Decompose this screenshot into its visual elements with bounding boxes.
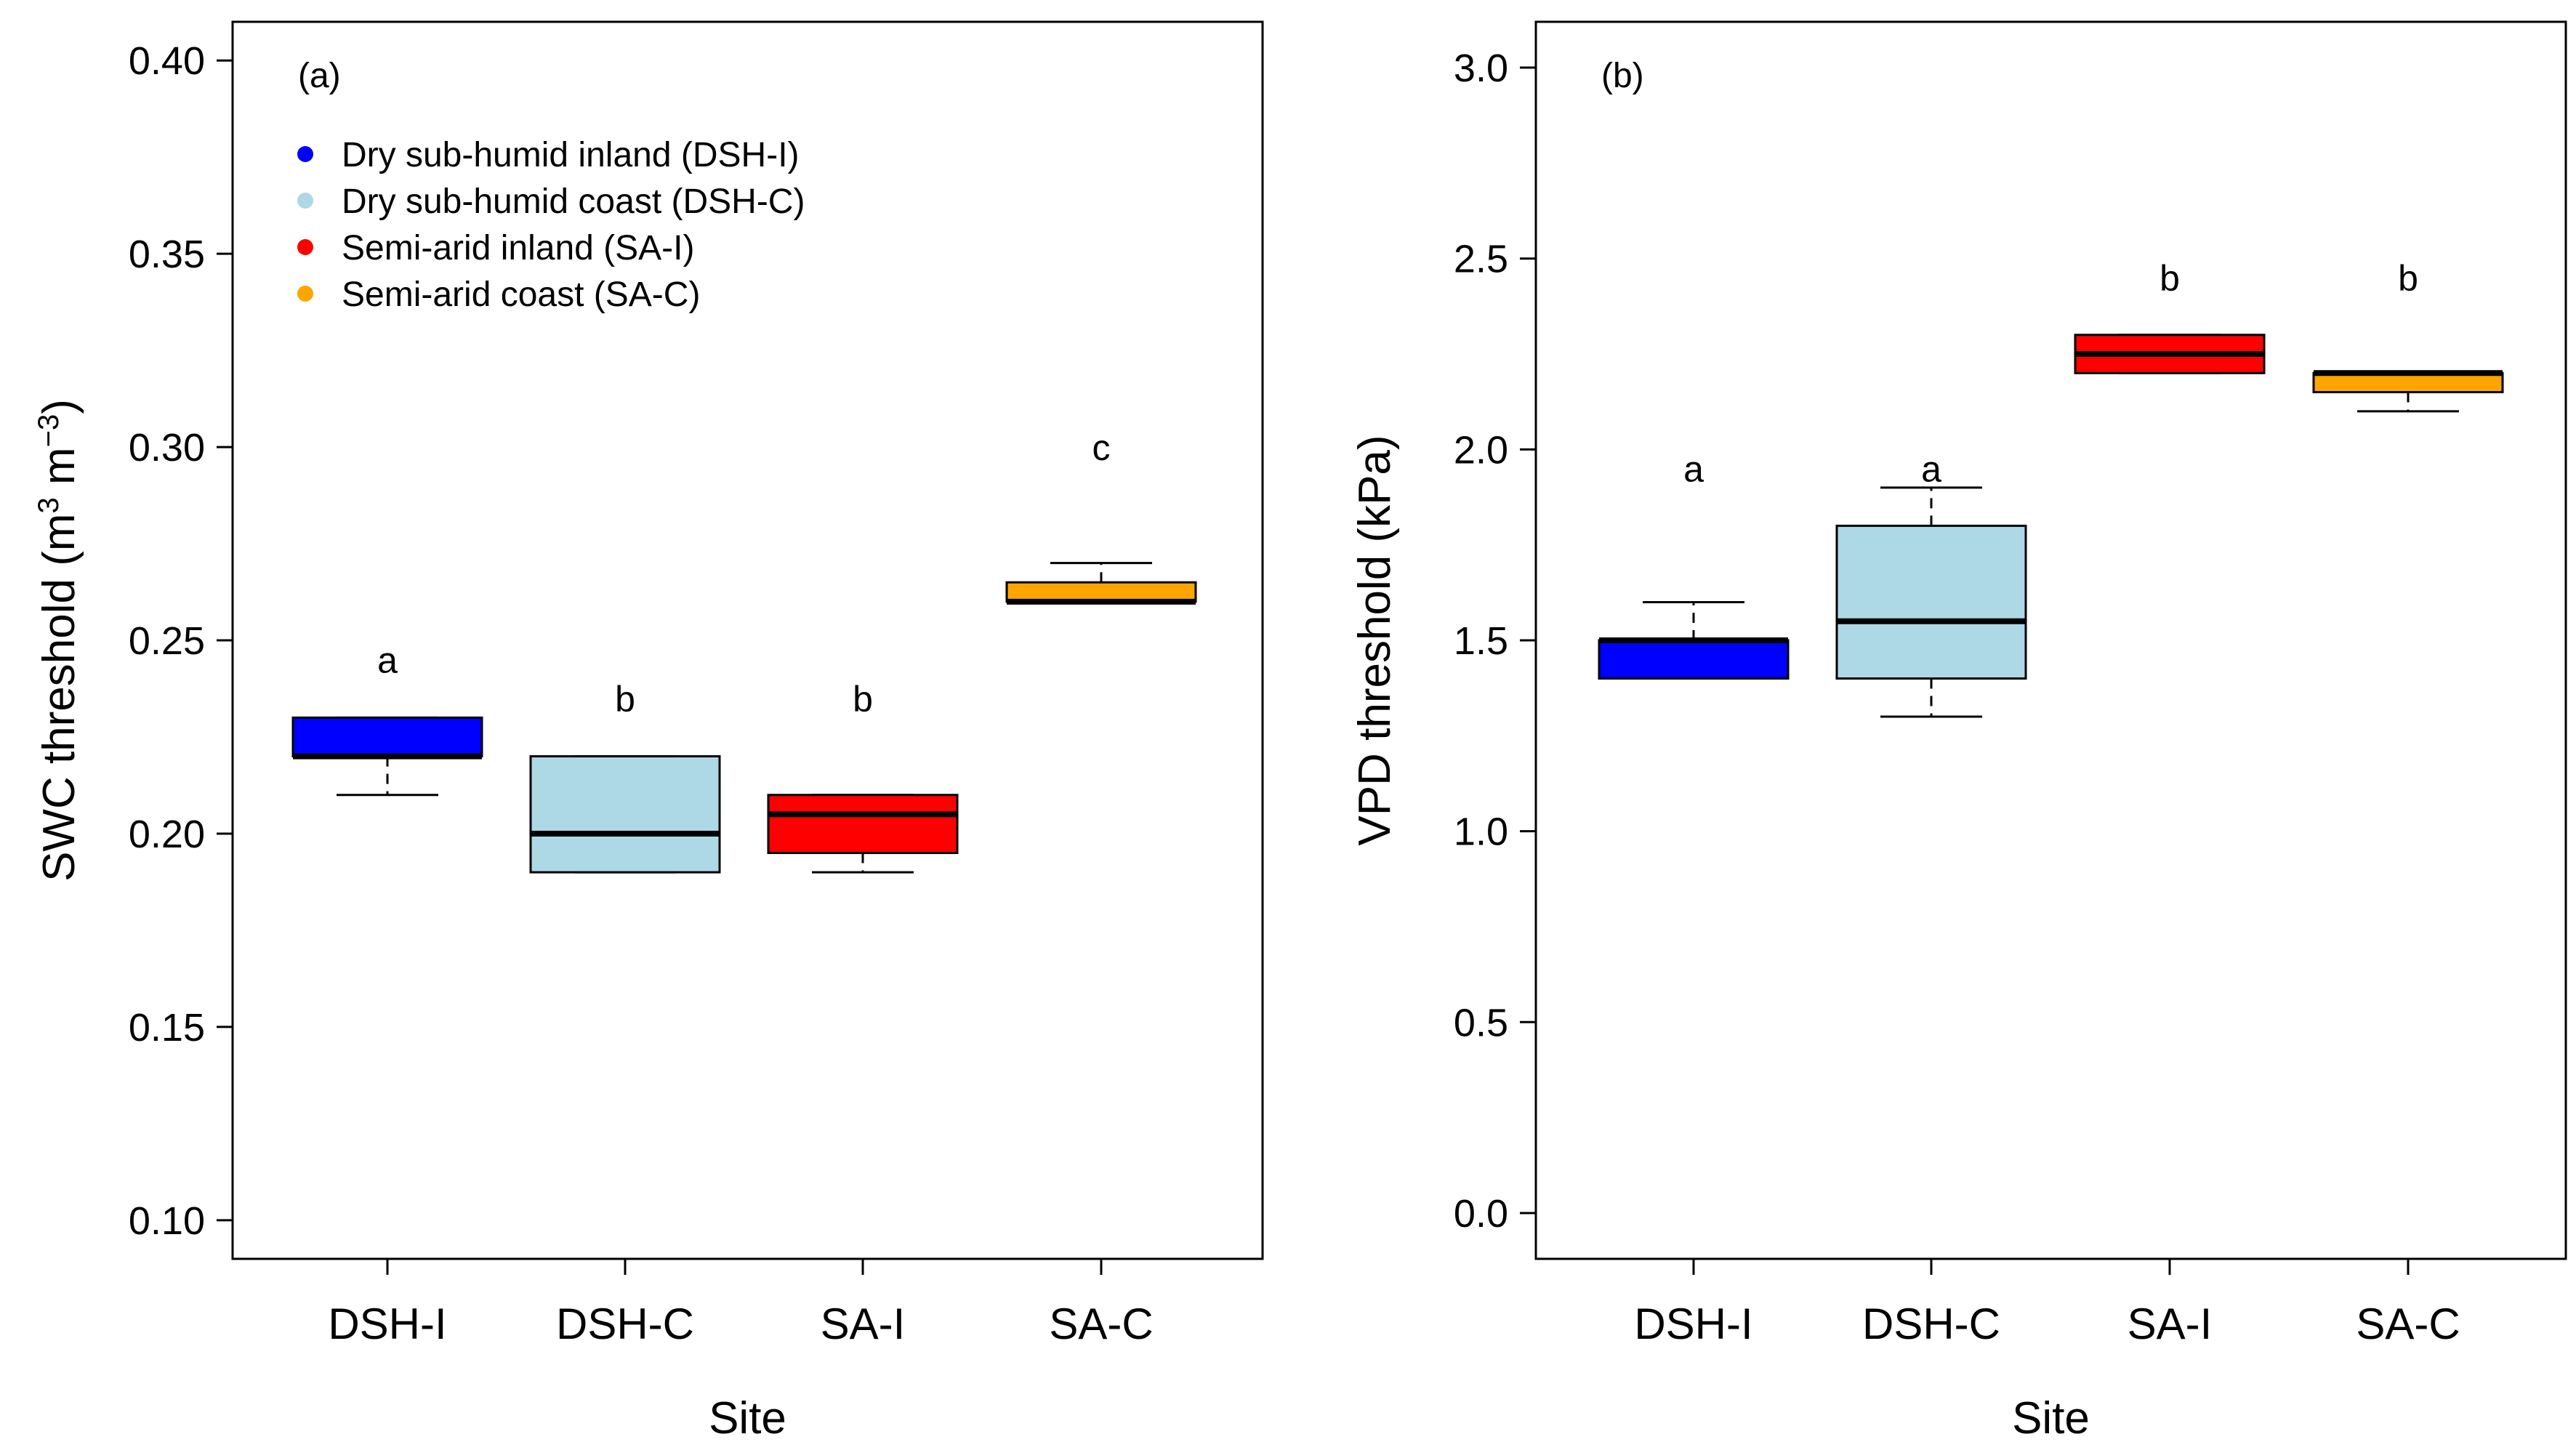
legend-label: Semi-arid inland (SA-I) xyxy=(342,229,694,267)
x-category-label: DSH-I xyxy=(328,1300,446,1348)
legend-label: Dry sub-humid inland (DSH-I) xyxy=(342,136,800,174)
legend-marker xyxy=(297,239,313,255)
legend-marker xyxy=(297,193,313,209)
box-body xyxy=(291,716,483,758)
panel-label: (a) xyxy=(298,57,341,95)
legend: Dry sub-humid inland (DSH-I) Dry sub-humi… xyxy=(297,136,805,314)
x-category-label: DSH-I xyxy=(1634,1300,1752,1348)
x-category-label: DSH-C xyxy=(556,1300,694,1348)
box-sa-i: b xyxy=(2074,258,2266,374)
y-tick-label: 1.0 xyxy=(1454,810,1508,854)
y-tick-label: 0.35 xyxy=(129,233,205,276)
x-category-label: SA-C xyxy=(1049,1300,1153,1348)
significance-letter: b xyxy=(2160,258,2180,299)
legend-label: Semi-arid coast (SA-C) xyxy=(342,275,700,314)
x-category-label: SA-I xyxy=(821,1300,906,1348)
x-axis-title: Site xyxy=(2012,1393,2090,1443)
box-sa-i: b xyxy=(767,679,959,874)
x-category-label: DSH-C xyxy=(1862,1300,2000,1348)
x-category-label: SA-C xyxy=(2356,1300,2460,1348)
y-axis-title-superscript: 3 xyxy=(33,497,65,513)
box-dsh-i: a xyxy=(1598,449,1790,680)
y-tick-label: 1.5 xyxy=(1454,619,1508,663)
significance-letter: c xyxy=(1092,427,1111,468)
legend-marker xyxy=(297,146,313,162)
legend-label: Dry sub-humid coast (DSH-C) xyxy=(342,182,805,221)
box-body xyxy=(529,755,721,874)
significance-letter: a xyxy=(377,640,398,681)
y-axis-title: SWC threshold (m3 m−3) xyxy=(33,399,84,882)
y-tick-label: 0.10 xyxy=(129,1199,205,1243)
box-sa-c: c xyxy=(1005,427,1197,605)
box-dsh-i: a xyxy=(291,640,483,797)
y-tick-label: 0.30 xyxy=(129,426,205,470)
y-tick-label: 0.5 xyxy=(1454,1001,1508,1044)
y-tick-label: 0.25 xyxy=(129,619,205,663)
x-axis-title: Site xyxy=(709,1393,786,1443)
y-tick-label: 2.0 xyxy=(1454,428,1508,472)
panel-b-vpd-threshold: 0.0 0.5 1.0 1.5 2.0 2.5 3.0 DSH-I DSH-C SA-I SA-C S… xyxy=(1350,20,2567,1443)
x-category-label: SA-I xyxy=(2128,1300,2213,1348)
y-tick-label: 0.20 xyxy=(129,813,205,856)
box-body xyxy=(1835,524,2027,680)
significance-letter: b xyxy=(2398,258,2418,299)
y-axis-title-part: SWC threshold (m xyxy=(34,513,84,881)
y-tick-label: 0.0 xyxy=(1454,1192,1508,1236)
box-dsh-c: b xyxy=(529,679,721,874)
panel-label: (b) xyxy=(1601,57,1644,95)
y-tick-label: 0.40 xyxy=(129,39,205,83)
significance-letter: a xyxy=(1921,449,1941,490)
y-axis-title-part: m xyxy=(34,447,84,497)
y-axis-title-part: ) xyxy=(34,399,84,414)
box-body xyxy=(767,794,959,855)
y-tick-label: 2.5 xyxy=(1454,238,1508,281)
box-body xyxy=(1598,639,1790,680)
significance-letter: a xyxy=(1683,449,1704,490)
box-dsh-c: a xyxy=(1835,449,2027,718)
box-sa-c: b xyxy=(2312,258,2504,413)
panel-a-swc-threshold: 0.10 0.15 0.20 0.25 0.30 0.35 0.40 DSH-I DSH-C SA… xyxy=(33,20,1264,1443)
significance-letter: b xyxy=(615,679,635,720)
y-axis-title-superscript: −3 xyxy=(33,414,65,448)
y-tick-label: 3.0 xyxy=(1454,47,1508,90)
y-axis-title: VPD threshold (kPa) xyxy=(1350,435,1400,845)
significance-letter: b xyxy=(853,679,873,720)
legend-marker xyxy=(297,286,313,302)
y-tick-label: 0.15 xyxy=(129,1006,205,1050)
